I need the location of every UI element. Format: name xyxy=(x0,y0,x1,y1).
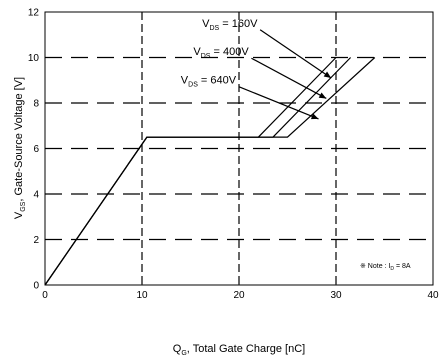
x-tick-label: 20 xyxy=(233,290,245,301)
x-tick-label: 30 xyxy=(330,290,342,301)
y-tick-label: 2 xyxy=(33,235,39,246)
x-axis-title: QG, Total Gate Charge [nC] xyxy=(173,343,305,357)
x-tick-label: 0 xyxy=(42,290,48,301)
y-tick-label: 12 xyxy=(28,8,40,19)
series-annotations: VDS = 160V VDS = 400V VDS = 640V xyxy=(181,18,258,89)
series-label-1: VDS = 400V xyxy=(193,46,249,60)
annotation-arrow-line-2 xyxy=(238,86,319,120)
y-axis-title: VGS, Gate-Source Voltage [V] xyxy=(13,77,27,219)
annotation-arrow-line-1 xyxy=(251,57,327,99)
y-tick-label: 10 xyxy=(28,53,40,64)
annotation-arrow-line-0 xyxy=(259,29,332,79)
annotation-arrowhead-1 xyxy=(318,92,327,99)
annotation-arrowhead-2 xyxy=(310,113,319,120)
y-tick-label: 0 xyxy=(33,281,39,292)
x-tick-label: 40 xyxy=(427,290,439,301)
x-tick-labels: 0 10 20 30 40 xyxy=(42,290,439,301)
annotation-arrows xyxy=(238,29,332,120)
grid xyxy=(45,12,433,285)
y-tick-label: 8 xyxy=(33,99,39,110)
series-label-2: VDS = 640V xyxy=(181,75,237,89)
y-tick-labels: 0 2 4 6 8 10 12 xyxy=(28,8,40,292)
note-text: ※ Note : ID = 8A xyxy=(360,263,411,272)
series-label-0: VDS = 160V xyxy=(202,18,258,32)
series-group xyxy=(44,57,376,286)
y-tick-label: 6 xyxy=(33,144,39,155)
annotation-arrowhead-0 xyxy=(323,71,332,78)
tick-marks xyxy=(44,11,434,286)
series-line-2 xyxy=(44,57,376,286)
y-tick-label: 4 xyxy=(33,190,39,201)
x-tick-label: 10 xyxy=(136,290,148,301)
